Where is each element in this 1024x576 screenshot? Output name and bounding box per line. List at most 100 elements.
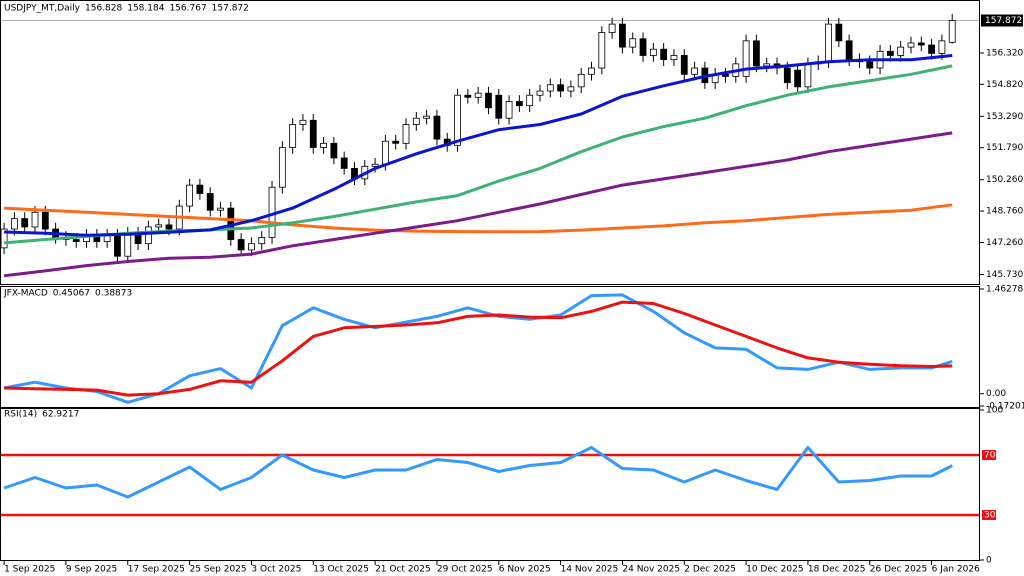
candle-body — [886, 50, 894, 56]
indicator-header: USDJPY_MT,Daily — [4, 4, 81, 14]
candle-body — [804, 63, 812, 88]
candle-body — [639, 38, 647, 56]
y-tick-label: 1.46278 — [986, 285, 1023, 295]
indicator-header: 156.828 — [85, 4, 122, 14]
candle-body — [340, 157, 348, 169]
candle-body — [722, 73, 729, 77]
x-tick-label: 1 Sep 2025 — [4, 565, 55, 575]
indicator-header: 157.872 — [212, 4, 249, 14]
current-price-label: 157.872 — [985, 16, 1022, 26]
price-panel — [0, 0, 980, 285]
candle-body — [557, 84, 564, 92]
candle-body — [299, 119, 307, 125]
candle-body — [165, 224, 173, 230]
y-tick-label: 151.790 — [986, 143, 1023, 153]
y-tick-label: 145.730 — [986, 270, 1023, 280]
candle-body — [660, 48, 668, 61]
y-tick-label: 0 — [986, 556, 992, 566]
candle-body — [237, 239, 245, 251]
indicator-line — [4, 300, 953, 397]
x-tick-label: 13 Oct 2025 — [313, 565, 369, 575]
macd-panel — [0, 286, 980, 408]
candle-body — [670, 55, 678, 61]
candle-body — [196, 184, 204, 194]
candle-body — [392, 140, 400, 144]
candle-body — [402, 124, 410, 144]
level-label: 30 — [984, 511, 996, 521]
x-tick-label: 10 Dec 2025 — [746, 565, 804, 575]
candle-body — [835, 23, 843, 42]
candle-body — [649, 48, 657, 56]
indicator-header: 0.45067 — [53, 289, 90, 299]
candle-body — [608, 23, 616, 33]
candle-body — [31, 211, 39, 228]
y-tick-label: 0.00 — [986, 389, 1006, 399]
current-price-box — [981, 14, 1023, 27]
candle-body — [938, 40, 946, 54]
indicator-header: 156.767 — [169, 4, 206, 14]
candle-body — [289, 124, 297, 148]
candle-body — [825, 23, 832, 63]
x-tick-label: 3 Oct 2025 — [251, 565, 301, 575]
candle-body — [629, 38, 637, 48]
candle-body — [423, 115, 431, 119]
candle-body — [783, 67, 791, 84]
candle-body — [505, 101, 513, 119]
x-tick-label: 14 Nov 2025 — [561, 565, 619, 575]
candle-body — [474, 92, 482, 98]
candle-body — [278, 147, 286, 188]
candle-body — [598, 32, 606, 69]
candle-body — [433, 115, 441, 140]
candle-body — [258, 237, 266, 245]
indicator-line — [4, 54, 953, 237]
candle-body — [124, 232, 132, 257]
candle-body — [21, 218, 29, 228]
candle-body — [381, 140, 389, 165]
candle-body — [309, 119, 317, 148]
candle-body — [526, 94, 534, 107]
y-tick-label: 153.290 — [986, 112, 1023, 122]
y-tick-label: 156.320 — [986, 48, 1023, 58]
y-tick-label: 150.260 — [986, 175, 1023, 185]
y-tick-label: 148.760 — [986, 207, 1023, 217]
y-tick-label: 154.820 — [986, 80, 1023, 90]
candle-body — [866, 61, 874, 69]
indicator-line — [4, 203, 953, 234]
candle-body — [691, 67, 698, 75]
candle-body — [41, 211, 49, 230]
candle-body — [763, 63, 771, 67]
y-tick-label: 100 — [986, 406, 1003, 416]
candle-body — [752, 40, 760, 67]
x-tick-label: 29 Oct 2025 — [437, 565, 493, 575]
candle-body — [897, 46, 905, 56]
indicator-header: 158.184 — [127, 4, 164, 14]
candle-body — [454, 94, 461, 146]
indicator-header: 0.38873 — [95, 289, 132, 299]
indicator-line — [3, 293, 953, 404]
indicator-line — [3, 131, 953, 278]
candle-body — [680, 55, 688, 75]
candle-body — [186, 184, 193, 207]
candle-body — [536, 90, 544, 96]
x-tick-label: 24 Nov 2025 — [622, 565, 680, 575]
x-tick-label: 25 Sep 2025 — [190, 565, 247, 575]
candle-body — [0, 228, 8, 249]
candle-body — [114, 234, 121, 257]
level-label-box — [982, 450, 996, 460]
candle-body — [72, 239, 80, 242]
candle-body — [515, 101, 523, 107]
candle-body — [144, 226, 152, 245]
candle-body — [742, 40, 750, 77]
indicator-line — [3, 446, 953, 499]
level-label: 70 — [984, 451, 996, 461]
candle-body — [320, 142, 327, 148]
candle-body — [845, 40, 853, 61]
y-tick-label: -0.17201 — [986, 402, 1024, 412]
candle-body — [928, 44, 935, 54]
candle-body — [917, 42, 925, 46]
candle-body — [495, 94, 503, 119]
x-tick-label: 17 Sep 2025 — [128, 565, 185, 575]
x-tick-label: 18 Dec 2025 — [808, 565, 866, 575]
